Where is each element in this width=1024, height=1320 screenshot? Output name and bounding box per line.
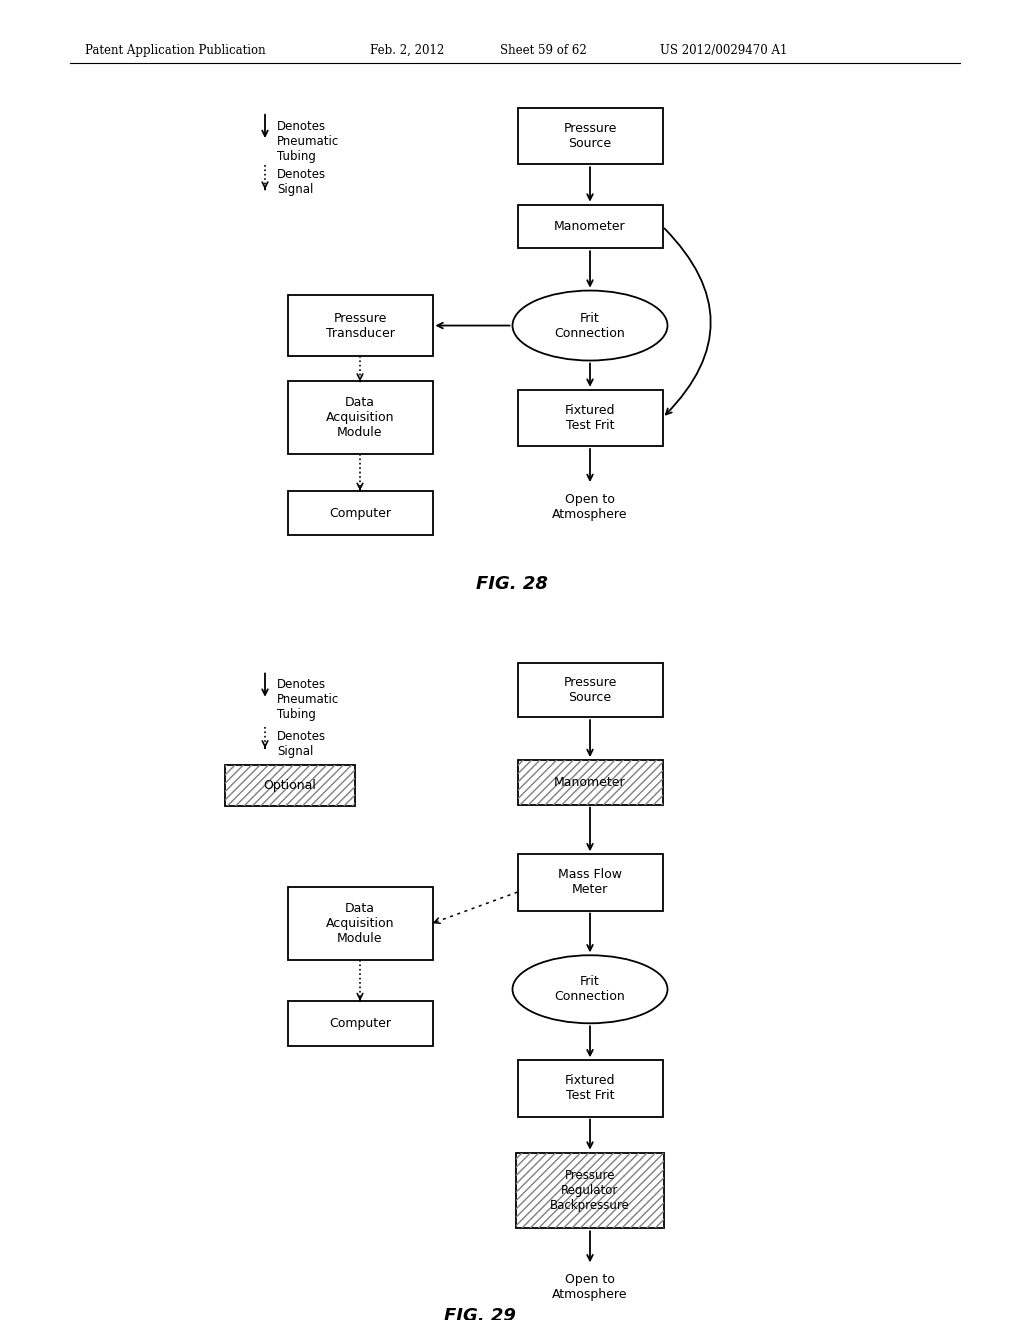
Bar	[517, 205, 663, 248]
Bar	[288, 887, 432, 960]
Bar	[517, 854, 663, 911]
Text: Denotes
Signal: Denotes Signal	[278, 168, 326, 197]
Text: Fixtured
Test Frit: Fixtured Test Frit	[565, 1074, 615, 1102]
Text: Fixtured
Test Frit: Fixtured Test Frit	[565, 404, 615, 432]
Text: Denotes
Pneumatic
Tubing: Denotes Pneumatic Tubing	[278, 120, 339, 162]
Bar	[288, 491, 432, 536]
Text: Manometer: Manometer	[554, 220, 626, 232]
Bar	[225, 764, 355, 805]
Text: Mass Flow
Meter: Mass Flow Meter	[558, 869, 622, 896]
Bar	[517, 760, 663, 805]
Ellipse shape	[512, 956, 668, 1023]
Text: Sheet 59 of 62: Sheet 59 of 62	[500, 44, 587, 57]
Text: Denotes
Pneumatic
Tubing: Denotes Pneumatic Tubing	[278, 678, 339, 721]
Bar	[517, 389, 663, 446]
Text: Computer: Computer	[329, 507, 391, 520]
Text: Denotes
Signal: Denotes Signal	[278, 730, 326, 758]
Text: Patent Application Publication: Patent Application Publication	[85, 44, 265, 57]
Text: Frit
Connection: Frit Connection	[555, 975, 626, 1003]
Bar	[288, 296, 432, 355]
Text: Pressure
Transducer: Pressure Transducer	[326, 312, 394, 339]
Bar	[517, 1060, 663, 1117]
Bar	[517, 760, 663, 805]
Text: FIG. 28: FIG. 28	[476, 576, 548, 593]
Text: Pressure
Source: Pressure Source	[563, 676, 616, 704]
Text: Feb. 2, 2012: Feb. 2, 2012	[370, 44, 444, 57]
Bar	[516, 1152, 664, 1229]
Text: Frit
Connection: Frit Connection	[555, 312, 626, 339]
Text: Computer: Computer	[329, 1016, 391, 1030]
Text: Optional: Optional	[263, 779, 316, 792]
Text: Open to
Atmosphere: Open to Atmosphere	[552, 1272, 628, 1302]
Ellipse shape	[512, 290, 668, 360]
Text: Open to
Atmosphere: Open to Atmosphere	[552, 492, 628, 520]
Text: Pressure
Regulator
Backpressure: Pressure Regulator Backpressure	[550, 1170, 630, 1212]
Text: FIG. 29: FIG. 29	[444, 1307, 516, 1320]
Text: Data
Acquisition
Module: Data Acquisition Module	[326, 396, 394, 440]
Bar	[288, 1001, 432, 1045]
Text: Data
Acquisition
Module: Data Acquisition Module	[326, 902, 394, 945]
Text: Manometer: Manometer	[554, 776, 626, 789]
Text: Pressure
Source: Pressure Source	[563, 121, 616, 150]
Bar	[225, 764, 355, 805]
Bar	[516, 1152, 664, 1229]
Bar	[517, 108, 663, 164]
Bar	[288, 381, 432, 454]
Bar	[517, 663, 663, 717]
Text: US 2012/0029470 A1: US 2012/0029470 A1	[660, 44, 787, 57]
